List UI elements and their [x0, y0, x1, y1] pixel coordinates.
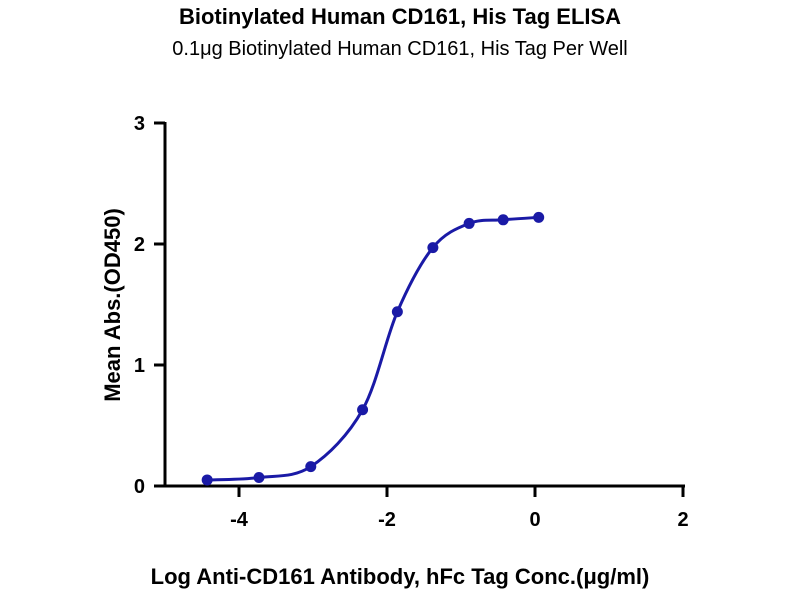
data-point [391, 306, 403, 318]
data-point [305, 461, 317, 473]
x-tick-label: -4 [230, 509, 249, 531]
y-tick-label: 1 [134, 355, 145, 377]
y-axis-label: Mean Abs.(OD450) [100, 208, 125, 402]
data-point [253, 472, 265, 484]
data-point [357, 404, 369, 416]
x-tick-label: 0 [529, 509, 540, 531]
x-tick-label: -2 [378, 509, 396, 531]
y-tick-label: 3 [134, 113, 145, 135]
data-point [497, 214, 509, 226]
fit-curve [207, 215, 539, 482]
chart-subtitle: 0.1μg Biotinylated Human CD161, His Tag … [172, 38, 628, 60]
data-point [427, 242, 439, 254]
data-point [533, 211, 545, 223]
y-tick-label: 2 [134, 234, 145, 256]
chart-title: Biotinylated Human CD161, His Tag ELISA [178, 4, 622, 29]
data-point [201, 474, 213, 486]
data-point [463, 217, 475, 229]
y-tick-label: 0 [134, 476, 145, 498]
x-tick-label: 2 [677, 509, 688, 531]
x-axis-label: Log Anti-CD161 Antibody, hFc Tag Conc.(μ… [150, 564, 650, 589]
